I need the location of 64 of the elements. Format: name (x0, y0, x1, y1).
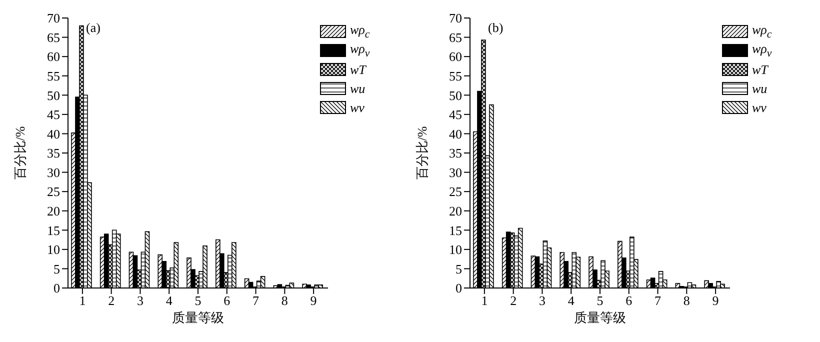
chart-title: (a) (86, 20, 100, 36)
legend-label: wρ$_{c}$ (752, 22, 772, 41)
chart-title: (b) (488, 20, 504, 36)
x-tick-label: 4 (166, 293, 173, 308)
y-tick-label: 25 (449, 184, 462, 200)
x-tick-label: 2 (510, 293, 517, 308)
legend-label: wu (350, 80, 366, 96)
y-tick-label: 60 (449, 49, 462, 64)
y-tick-label: 65 (449, 30, 462, 45)
y-tick-label: 30 (449, 164, 462, 180)
x-tick-label: 7 (654, 293, 662, 308)
x-axis-title: 质量等级 (172, 310, 224, 325)
x-tick-label: 3 (538, 293, 546, 308)
y-tick-label: 50 (47, 88, 60, 103)
y-tick-label: 0 (456, 280, 462, 296)
y-tick-label: 20 (449, 203, 462, 218)
y-tick-label: 35 (47, 146, 60, 161)
legend-label: wρ$_{v}$ (752, 41, 772, 60)
y-axis-title: 百分比/% (12, 126, 28, 180)
x-tick-label: 1 (481, 293, 488, 308)
legend-label: wv (752, 100, 766, 116)
legend-label: wρ$_{v}$ (350, 41, 370, 60)
y-tick-label: 10 (449, 242, 462, 258)
y-tick-label: 55 (47, 68, 60, 84)
y-axis-title: 百分比/% (414, 126, 430, 180)
x-tick-label: 7 (252, 293, 260, 308)
y-tick-label: 15 (449, 222, 462, 238)
legend-label: wρ$_{c}$ (350, 22, 370, 41)
y-tick-label: 25 (47, 184, 60, 200)
y-tick-label: 10 (47, 242, 60, 258)
x-tick-label: 1 (79, 293, 86, 308)
y-tick-label: 40 (47, 126, 60, 142)
x-tick-label: 8 (683, 293, 690, 308)
y-tick-label: 60 (47, 49, 60, 64)
legend-label: wu (752, 80, 768, 96)
y-tick-label: 35 (449, 146, 462, 161)
legend-label: wv (350, 100, 364, 116)
y-tick-label: 40 (449, 126, 462, 142)
x-tick-label: 6 (224, 293, 231, 308)
y-tick-label: 70 (449, 10, 462, 26)
x-tick-label: 5 (194, 293, 202, 308)
y-tick-label: 30 (47, 164, 60, 180)
x-tick-label: 3 (136, 293, 144, 308)
y-tick-label: 55 (449, 68, 462, 84)
x-tick-label: 2 (108, 293, 115, 308)
x-axis-title: 质量等级 (574, 310, 626, 325)
y-tick-label: 70 (47, 10, 60, 26)
y-tick-label: 5 (54, 261, 60, 276)
legend-label: wT (350, 62, 366, 78)
y-tick-label: 20 (47, 203, 60, 218)
x-tick-label: 9 (712, 293, 719, 308)
y-tick-label: 15 (47, 222, 60, 238)
x-tick-label: 9 (310, 293, 317, 308)
y-tick-label: 45 (47, 107, 60, 122)
y-tick-label: 45 (449, 107, 462, 122)
y-tick-label: 50 (449, 88, 462, 103)
y-tick-label: 5 (456, 261, 462, 276)
x-tick-label: 4 (568, 293, 575, 308)
y-tick-label: 65 (47, 30, 60, 45)
y-tick-label: 0 (54, 280, 60, 296)
x-tick-label: 8 (281, 293, 288, 308)
x-tick-label: 6 (626, 293, 633, 308)
x-tick-label: 5 (596, 293, 604, 308)
legend-label: wT (752, 62, 768, 78)
